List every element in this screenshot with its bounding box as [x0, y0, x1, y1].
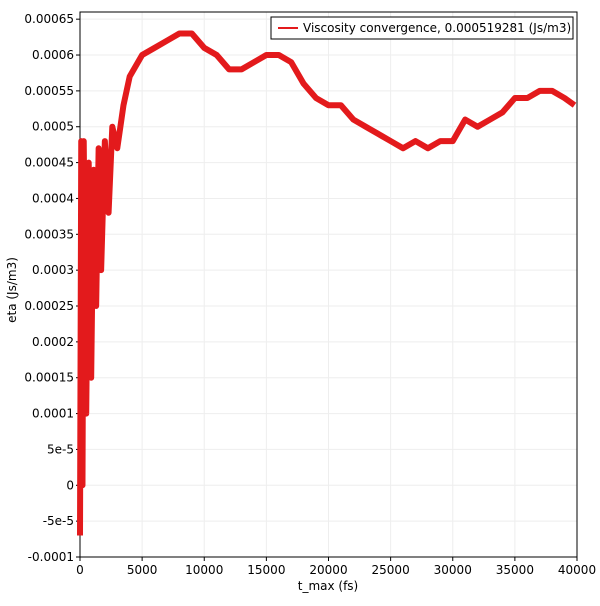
y-tick-label: 0.0003 [32, 263, 74, 277]
y-tick-label: 0.00035 [24, 227, 74, 241]
y-tick-label: 0.00045 [24, 156, 74, 170]
y-tick-label: 0.00065 [24, 12, 74, 26]
x-tick-label: 20000 [309, 563, 347, 577]
legend-label: Viscosity convergence, 0.000519281 (Js/m… [303, 21, 571, 35]
x-axis-label: t_max (fs) [298, 579, 359, 593]
y-tick-label: 0.0004 [32, 191, 74, 205]
y-tick-label: 0 [66, 478, 74, 492]
x-tick-label: 30000 [434, 563, 472, 577]
y-tick-label: 0.0005 [32, 120, 74, 134]
y-tick-label: 0.00055 [24, 84, 74, 98]
data-line [77, 30, 577, 536]
y-tick-label: 5e-5 [47, 442, 74, 456]
y-tick-label: -5e-5 [43, 514, 74, 528]
x-tick-label: 0 [76, 563, 84, 577]
y-tick-label: 0.0001 [32, 407, 74, 421]
x-tick-label: 35000 [496, 563, 534, 577]
legend-box [270, 16, 574, 40]
y-tick-label: 0.00025 [24, 299, 74, 313]
y-tick-label: 0.00015 [24, 371, 74, 385]
x-tick-label: 5000 [127, 563, 158, 577]
y-axis-label: eta (Js/m3) [5, 257, 19, 323]
y-tick-label: 0.0002 [32, 335, 74, 349]
x-tick-label: 10000 [185, 563, 223, 577]
x-tick-label: 40000 [558, 563, 596, 577]
y-tick-label: 0.0006 [32, 48, 74, 62]
x-tick-label: 15000 [247, 563, 285, 577]
x-tick-label: 25000 [372, 563, 410, 577]
y-tick-label: -0.0001 [28, 550, 74, 564]
